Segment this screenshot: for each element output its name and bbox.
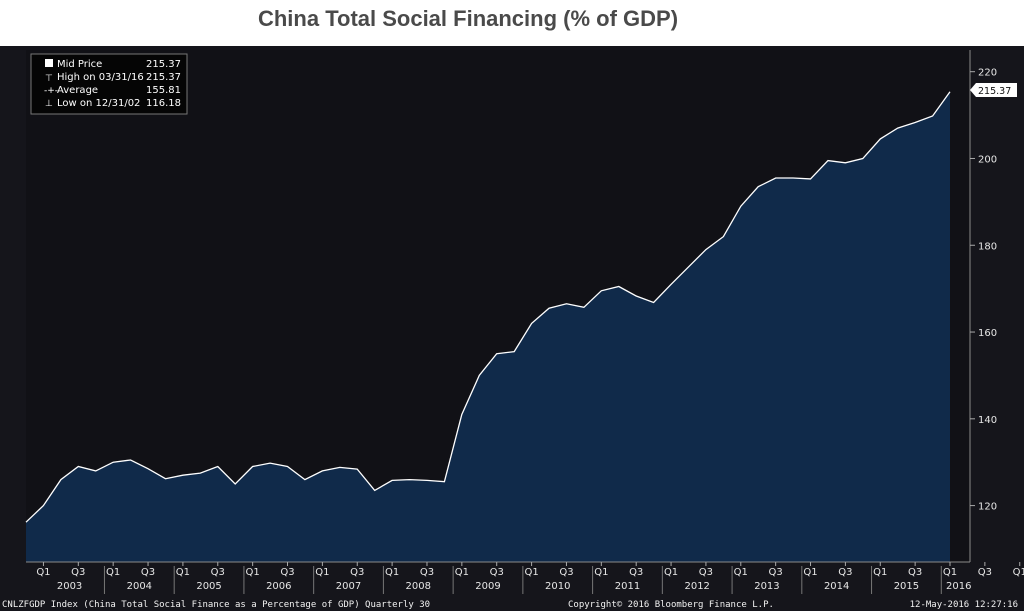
x-year-label: 2007 [336,581,361,592]
x-quarter-label: Q1 [873,567,887,578]
legend-label-low: Low on 12/31/02 [57,98,140,109]
footer-timestamp: 12-May-2016 12:27:16 [910,600,1018,610]
x-quarter-label: Q3 [350,567,364,578]
x-quarter-label: Q1 [176,567,190,578]
legend: ⊤ -+- ⊥ Mid Price 215.37 High on 03/31/1… [30,53,188,115]
x-year-label: 2013 [754,581,779,592]
x-year-label: 2012 [684,581,709,592]
x-quarter-label: Q1 [385,567,399,578]
x-quarter-label: Q1 [594,567,608,578]
x-year-label: 2015 [894,581,919,592]
y-tick-label: 140 [978,415,997,426]
legend-swatch-icon [45,59,53,67]
x-quarter-label: Q1 [524,567,538,578]
x-quarter-label: Q3 [141,567,155,578]
x-quarter-label: Q3 [699,567,713,578]
legend-low-icon: ⊥ [45,99,53,109]
legend-label-average: Average [57,85,98,96]
x-quarter-label: Q1 [246,567,260,578]
legend-average-icon: -+- [44,86,58,96]
legend-value-average: 155.81 [146,85,181,96]
x-year-label: 2009 [475,581,500,592]
x-quarter-label: Q3 [71,567,85,578]
x-year-label: 2010 [545,581,570,592]
y-tick-label: 180 [978,241,997,252]
x-quarter-label: Q3 [490,567,504,578]
legend-high-icon: ⊤ [45,74,53,84]
y-tick-label: 220 [978,68,997,79]
x-year-label: 2008 [406,581,431,592]
x-year-label: 2011 [615,581,640,592]
x-quarter-label: Q1 [1013,567,1024,578]
x-year-label: 2003 [57,581,82,592]
x-quarter-label: Q1 [664,567,678,578]
x-quarter-label: Q1 [455,567,469,578]
x-year-label: 2006 [266,581,291,592]
y-tick-label: 120 [978,502,997,513]
x-quarter-label: Q1 [734,567,748,578]
x-quarter-label: Q3 [280,567,294,578]
x-quarter-label: Q1 [803,567,817,578]
legend-box [30,53,188,115]
x-quarter-label: Q3 [629,567,643,578]
chart-title: China Total Social Financing (% of GDP) [257,6,679,31]
x-year-label: 2016 [946,581,971,592]
x-quarter-label: Q1 [36,567,50,578]
series-line [25,91,951,523]
x-year-label: 2004 [127,581,152,592]
last-value-label: 215.37 [978,86,1011,97]
x-year-label: 2005 [196,581,221,592]
x-quarter-label: Q3 [211,567,225,578]
y-tick-label: 160 [978,328,997,339]
x-quarter-label: Q3 [908,567,922,578]
legend-value-low: 116.18 [146,98,181,109]
series-area [26,91,950,563]
legend-label-mid: Mid Price [57,59,102,70]
x-quarter-label: Q1 [315,567,329,578]
legend-value-high: 215.37 [146,72,181,83]
x-quarter-label: Q3 [838,567,852,578]
y-axis: 120 140 160 180 200 220 [970,68,997,513]
x-quarter-label: Q3 [769,567,783,578]
footer-index-label: CNLZFGDP Index (China Total Social Finan… [2,600,430,610]
x-quarter-label: Q1 [106,567,120,578]
x-year-label: 2014 [824,581,849,592]
x-quarter-label: Q3 [420,567,434,578]
legend-label-high: High on 03/31/16 [57,72,144,83]
footer-copyright: Copyright© 2016 Bloomberg Finance L.P. [568,600,774,610]
y-tick-label: 200 [978,154,997,165]
x-quarter-label: Q1 [943,567,957,578]
legend-value-mid: 215.37 [146,59,181,70]
x-quarter-label: Q3 [978,567,992,578]
last-value-marker: 215.37 [970,83,1017,97]
x-quarter-label: Q3 [559,567,573,578]
x-axis: Q1 Q3 Q1 Q3 Q1 Q3 Q1 Q3 Q1 Q3 Q1 Q3 Q1 Q3 Q1 Q3 Q1 Q3 Q1 Q3… [36,562,1024,594]
